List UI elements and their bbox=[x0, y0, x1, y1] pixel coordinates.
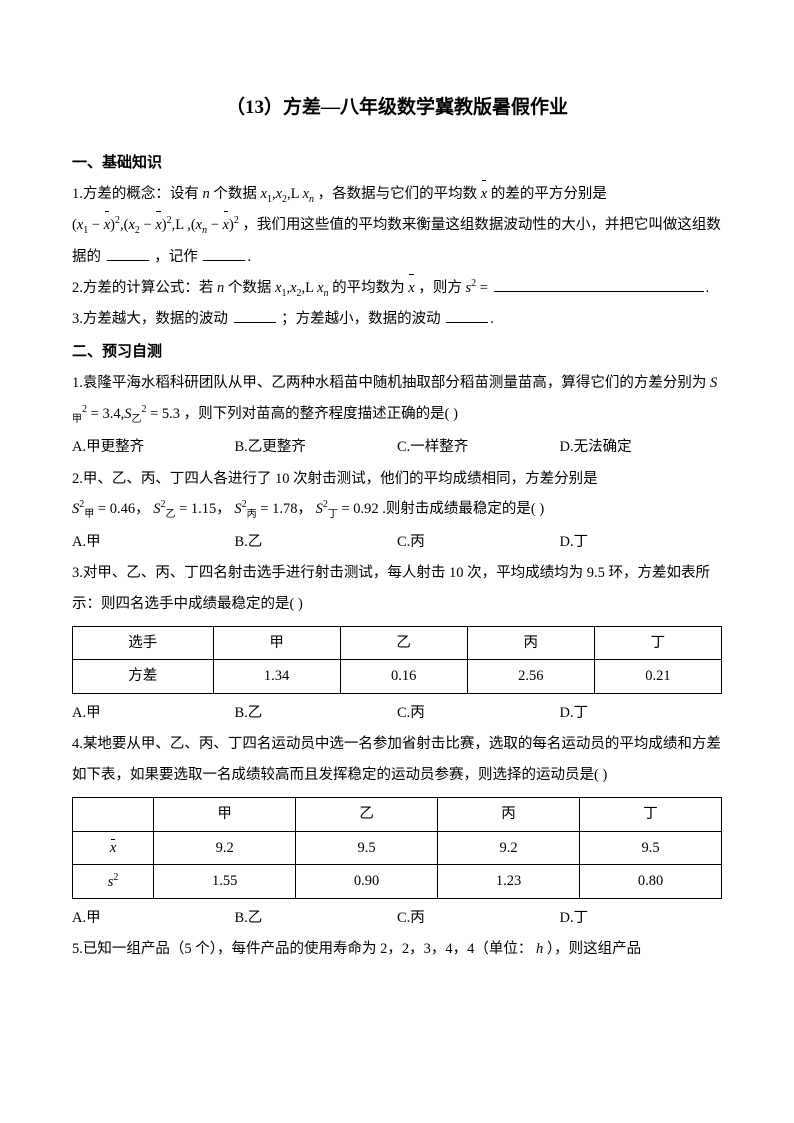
option-d[interactable]: D.丁 bbox=[560, 527, 723, 558]
table-cell bbox=[73, 798, 154, 831]
table-cell: s2 bbox=[73, 864, 154, 898]
option-d[interactable]: D.丁 bbox=[560, 903, 723, 934]
text: 的差的平方分别是 bbox=[491, 186, 607, 202]
q1-2-text: 2.方差的计算公式：若 n 个数据 x1,x2,L xn 的平均数为 x ，则方… bbox=[72, 273, 722, 304]
section-1-heading: 一、基础知识 bbox=[72, 147, 722, 179]
table-cell: 甲 bbox=[154, 798, 296, 831]
table-cell: 1.55 bbox=[154, 864, 296, 898]
q2-5-text: 5.已知一组产品（5 个），每件产品的使用寿命为 2，2，3，4，4（单位： h… bbox=[72, 934, 722, 965]
text: ，则方 bbox=[418, 280, 462, 296]
text: ，记作 bbox=[154, 249, 198, 265]
q2-1-options: A.甲更整齐 B.乙更整齐 C.一样整齐 D.无法确定 bbox=[72, 432, 722, 463]
option-d[interactable]: D.丁 bbox=[560, 698, 723, 729]
option-b[interactable]: B.乙 bbox=[235, 903, 398, 934]
var-n: n bbox=[203, 186, 210, 202]
table-cell: 1.34 bbox=[213, 660, 340, 693]
table-cell: 9.2 bbox=[154, 831, 296, 864]
blank-field[interactable] bbox=[234, 308, 276, 324]
option-c[interactable]: C.丙 bbox=[397, 698, 560, 729]
option-d[interactable]: D.无法确定 bbox=[560, 432, 723, 463]
xbar-icon: x bbox=[110, 838, 116, 858]
text: 的平均数为 bbox=[332, 280, 405, 296]
blank-field[interactable] bbox=[107, 245, 149, 261]
option-a[interactable]: A.甲 bbox=[72, 698, 235, 729]
table-cell: 1.23 bbox=[438, 864, 580, 898]
q1-1-line2: (x1 − x)2,(x2 − x)2,L ,(xn − x)2 ，我们用这些值… bbox=[72, 210, 722, 273]
q2-1-text: 1.袁隆平海水稻科研团队从甲、乙两种水稻苗中随机抽取部分稻苗测量苗高，算得它们的… bbox=[72, 368, 722, 431]
table-cell: 丁 bbox=[580, 798, 722, 831]
option-c[interactable]: C.一样整齐 bbox=[397, 432, 560, 463]
q2-4-options: A.甲 B.乙 C.丙 D.丁 bbox=[72, 903, 722, 934]
q1-3-text: 3.方差越大，数据的波动 ；方差越小，数据的波动 . bbox=[72, 304, 722, 335]
text: 1.方差的概念：设有 bbox=[72, 186, 199, 202]
option-b[interactable]: B.乙 bbox=[235, 698, 398, 729]
text: ，则下列对苗高的整齐程度描述正确的是( ) bbox=[184, 406, 458, 422]
text: 1.袁隆平海水稻科研团队从甲、乙两种水稻苗中随机抽取部分稻苗测量苗高，算得它们的… bbox=[72, 375, 706, 391]
text: ），则这组产品 bbox=[547, 941, 641, 957]
table-cell: 9.5 bbox=[296, 831, 438, 864]
q2-3-table: 选手 甲 乙 丙 丁 方差 1.34 0.16 2.56 0.21 bbox=[72, 626, 722, 694]
table-cell: 9.2 bbox=[438, 831, 580, 864]
table-row: 选手 甲 乙 丙 丁 bbox=[73, 627, 722, 660]
table-cell: x bbox=[73, 831, 154, 864]
table-cell: 选手 bbox=[73, 627, 214, 660]
table-cell: 丁 bbox=[594, 627, 721, 660]
table-cell: 乙 bbox=[340, 627, 467, 660]
q2-3-options: A.甲 B.乙 C.丙 D.丁 bbox=[72, 698, 722, 729]
text: 个数据 bbox=[228, 280, 272, 296]
q1-1-text: 1.方差的概念：设有 n 个数据 x1,x2,L xn ，各数据与它们的平均数 … bbox=[72, 179, 722, 210]
math-expr: S2甲 = 0.46， S2乙 = 1.15， S2丙 = 1.78， S2丁 … bbox=[72, 501, 382, 517]
option-b[interactable]: B.乙更整齐 bbox=[235, 432, 398, 463]
text: 2.方差的计算公式：若 bbox=[72, 280, 213, 296]
option-a[interactable]: A.甲更整齐 bbox=[72, 432, 235, 463]
q2-2-options: A.甲 B.乙 C.丙 D.丁 bbox=[72, 527, 722, 558]
blank-field[interactable] bbox=[494, 276, 704, 292]
text: 3.方差越大，数据的波动 bbox=[72, 311, 228, 327]
table-row: x 9.2 9.5 9.2 9.5 bbox=[73, 831, 722, 864]
table-cell: 甲 bbox=[213, 627, 340, 660]
table-cell: 2.56 bbox=[467, 660, 594, 693]
table-cell: 0.80 bbox=[580, 864, 722, 898]
xbar-icon: x bbox=[481, 179, 487, 210]
table-cell: 乙 bbox=[296, 798, 438, 831]
table-cell: 方差 bbox=[73, 660, 214, 693]
table-cell: 0.16 bbox=[340, 660, 467, 693]
blank-field[interactable] bbox=[446, 308, 488, 324]
page-title: （13）方差—八年级数学冀教版暑假作业 bbox=[72, 88, 722, 129]
q2-3-text: 3.对甲、乙、丙、丁四名射击选手进行射击测试，每人射击 10 次，平均成绩均为 … bbox=[72, 558, 722, 620]
section-2-heading: 二、预习自测 bbox=[72, 336, 722, 368]
table-cell: 丙 bbox=[467, 627, 594, 660]
var-h: h bbox=[536, 941, 543, 957]
blank-field[interactable] bbox=[203, 245, 245, 261]
option-c[interactable]: C.丙 bbox=[397, 527, 560, 558]
q2-4-text: 4.某地要从甲、乙、丙、丁四名运动员中选一名参加省射击比赛，选取的每名运动员的平… bbox=[72, 729, 722, 791]
q2-4-table: 甲 乙 丙 丁 x 9.2 9.5 9.2 9.5 s2 1.55 0.90 1… bbox=[72, 797, 722, 899]
table-cell: 0.21 bbox=[594, 660, 721, 693]
text: 2.甲、乙、丙、丁四人各进行了 10 次射击测试，他们的平均成绩相同，方差分别是 bbox=[72, 471, 598, 487]
option-a[interactable]: A.甲 bbox=[72, 903, 235, 934]
table-row: s2 1.55 0.90 1.23 0.80 bbox=[73, 864, 722, 898]
math-expr: (x1 − x)2,(x2 − x)2,L ,(xn − x)2 bbox=[72, 217, 242, 233]
table-row: 方差 1.34 0.16 2.56 0.21 bbox=[73, 660, 722, 693]
text: .则射击成绩最稳定的是( ) bbox=[382, 501, 544, 517]
text: ，各数据与它们的平均数 bbox=[318, 186, 478, 202]
text: 个数据 bbox=[213, 186, 257, 202]
var-n: n bbox=[217, 280, 224, 296]
q2-2-text: 2.甲、乙、丙、丁四人各进行了 10 次射击测试，他们的平均成绩相同，方差分别是 bbox=[72, 464, 722, 495]
option-a[interactable]: A.甲 bbox=[72, 527, 235, 558]
xbar-icon: x bbox=[408, 273, 414, 304]
text: ；方差越小，数据的波动 bbox=[281, 311, 441, 327]
table-row: 甲 乙 丙 丁 bbox=[73, 798, 722, 831]
option-b[interactable]: B.乙 bbox=[235, 527, 398, 558]
table-cell: 丙 bbox=[438, 798, 580, 831]
table-cell: 0.90 bbox=[296, 864, 438, 898]
q2-2-math: S2甲 = 0.46， S2乙 = 1.15， S2丙 = 1.78， S2丁 … bbox=[72, 495, 722, 525]
text: 5.已知一组产品（5 个），每件产品的使用寿命为 2，2，3，4，4（单位： bbox=[72, 941, 532, 957]
table-cell: 9.5 bbox=[580, 831, 722, 864]
option-c[interactable]: C.丙 bbox=[397, 903, 560, 934]
